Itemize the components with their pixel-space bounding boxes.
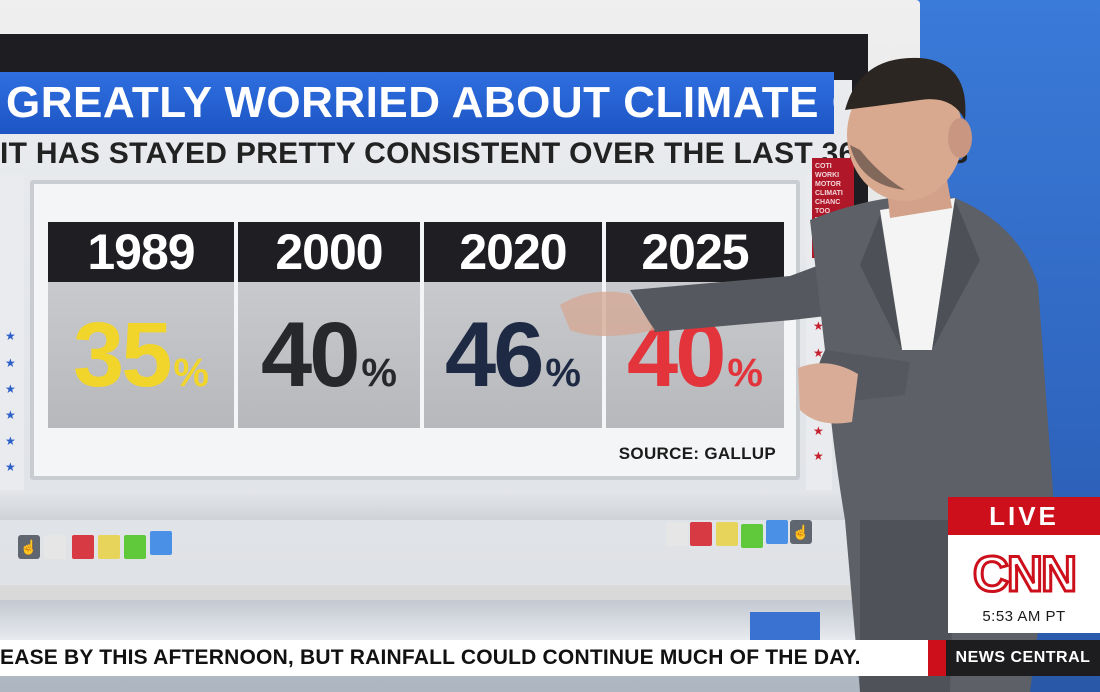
percent-sign: %: [361, 351, 397, 395]
wall-toolbar-band: [0, 490, 862, 520]
percent-sign: %: [173, 351, 209, 395]
swatch-green[interactable]: [741, 524, 763, 548]
touch-tool-icon[interactable]: ☝: [790, 520, 812, 544]
year-label: 2025: [606, 222, 784, 282]
star-icon: ★: [813, 346, 824, 360]
network-logo-text: CNN: [973, 546, 1075, 602]
percent-value: 46%: [424, 282, 602, 428]
year-column-1989: 1989 35%: [48, 222, 234, 428]
percent-number: 46: [445, 304, 544, 406]
floor-accent: [750, 612, 820, 640]
graphic-subtitle: IT HAS STAYED PRETTY CONSISTENT OVER THE…: [0, 137, 969, 170]
swatch-green[interactable]: [124, 535, 146, 559]
news-ticker: EASE BY THIS AFTERNOON, BUT RAINFALL COU…: [0, 640, 1100, 676]
year-column-2020: 2020 46%: [424, 222, 602, 428]
star-icon: ★: [5, 460, 16, 474]
star-icon: ★: [5, 382, 16, 396]
graphic-title: GREATLY WORRIED ABOUT CLIMATE CHANGE: [0, 72, 834, 134]
year-label: 1989: [48, 222, 234, 282]
percent-value: 40%: [238, 282, 420, 428]
swatch-white[interactable]: [44, 535, 66, 559]
star-icon: ★: [5, 356, 16, 370]
percent-number: 35: [73, 304, 172, 406]
swatch-blue[interactable]: [150, 531, 172, 555]
ticker-headline: EASE BY THIS AFTERNOON, BUT RAINFALL COU…: [0, 646, 861, 669]
swatch-red[interactable]: [690, 522, 712, 546]
percent-number: 40: [261, 304, 360, 406]
network-bug: CNN 5:53 AM PT: [948, 535, 1100, 633]
network-logo: CNN: [971, 545, 1078, 603]
star-icon: ★: [5, 434, 16, 448]
star-icon: ★: [5, 329, 16, 343]
star-icon: ★: [813, 319, 824, 333]
live-label: LIVE: [948, 497, 1100, 535]
ticker-red-accent: [928, 640, 946, 676]
program-brand: NEWS CENTRAL: [946, 640, 1100, 676]
swatch-blue[interactable]: [766, 520, 788, 544]
star-icon: ★: [5, 408, 16, 422]
left-star-strip: ★ ★ ★ ★ ★ ★: [0, 175, 24, 495]
star-icon: ★: [813, 424, 824, 438]
source-credit: SOURCE: GALLUP: [618, 444, 776, 463]
swatch-red[interactable]: [72, 535, 94, 559]
swatch-yellow[interactable]: [716, 522, 738, 546]
year-label: 2020: [424, 222, 602, 282]
year-column-2000: 2000 40%: [238, 222, 420, 428]
broadcast-time: 5:53 AM PT: [982, 608, 1066, 625]
star-icon: ★: [813, 449, 824, 463]
touch-tool-icon[interactable]: ☝: [18, 535, 40, 559]
swatch-white[interactable]: [666, 522, 688, 546]
swatch-yellow[interactable]: [98, 535, 120, 559]
percent-sign: %: [727, 351, 763, 395]
percent-value: 35%: [48, 282, 234, 428]
year-label: 2000: [238, 222, 420, 282]
percent-sign: %: [545, 351, 581, 395]
